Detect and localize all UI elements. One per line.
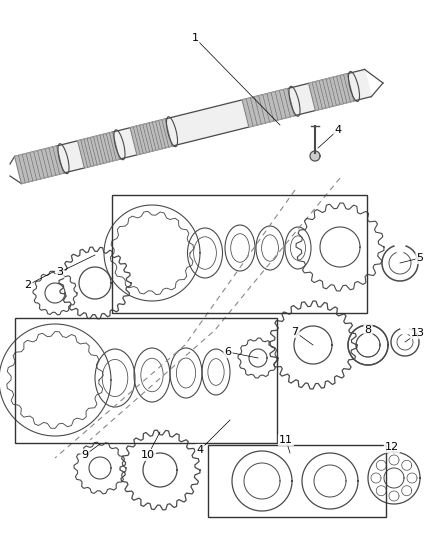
- Polygon shape: [14, 69, 371, 183]
- Text: 4: 4: [335, 125, 342, 135]
- Text: 3: 3: [57, 267, 64, 277]
- Bar: [208, 445, 386, 517]
- Text: 1: 1: [191, 33, 198, 43]
- Text: 2: 2: [25, 280, 32, 290]
- Polygon shape: [14, 146, 64, 183]
- Text: 13: 13: [411, 328, 425, 338]
- Polygon shape: [309, 74, 354, 110]
- Text: 7: 7: [291, 327, 299, 337]
- Bar: [112, 195, 367, 313]
- Text: 12: 12: [385, 442, 399, 452]
- Polygon shape: [242, 88, 294, 127]
- Text: 6: 6: [225, 347, 232, 357]
- Polygon shape: [130, 119, 172, 155]
- Polygon shape: [310, 151, 320, 161]
- Text: 10: 10: [141, 450, 155, 460]
- Polygon shape: [78, 132, 120, 168]
- Text: 4: 4: [196, 445, 204, 455]
- Text: 11: 11: [279, 435, 293, 445]
- Text: 8: 8: [364, 325, 371, 335]
- Bar: [15, 318, 277, 443]
- Text: 9: 9: [81, 450, 88, 460]
- Text: 5: 5: [417, 253, 424, 263]
